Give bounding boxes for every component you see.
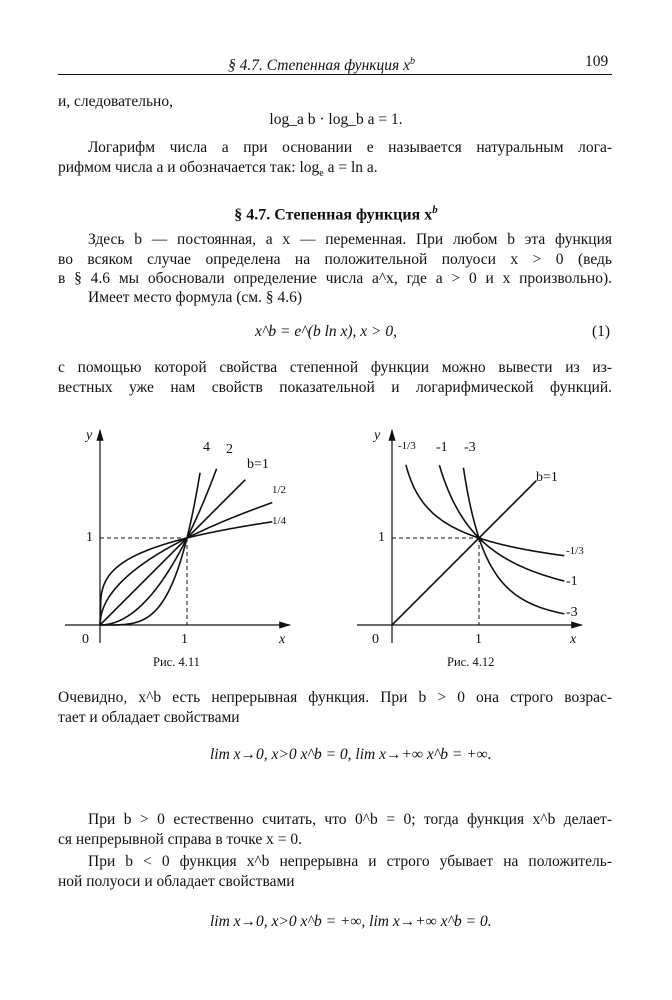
text-line: ся непрерывной справа в точке x = 0. xyxy=(58,831,303,848)
series-label: -1 xyxy=(436,440,448,455)
formula-limits-positive: lim x→0, x>0 x^b = 0, lim x→+∞ x^b = +∞. xyxy=(210,746,492,763)
tick-y-1: 1 xyxy=(86,530,93,545)
tick-y-1: 1 xyxy=(378,530,385,545)
series-label: -3 xyxy=(566,605,578,620)
curve xyxy=(100,472,201,626)
text-line: тает и обладает свойствами xyxy=(58,709,240,726)
x-axis-label: x xyxy=(279,632,286,647)
text-line: во всяком случае определена на положител… xyxy=(58,251,612,268)
text-line: в § 4.6 мы обосновали определение числа … xyxy=(58,270,612,287)
section-title: § 4.7. Степенная функция xb xyxy=(234,204,438,224)
x-axis-label: x xyxy=(570,632,577,647)
tick-x-1: 1 xyxy=(181,632,188,647)
text-line: рифмом числа a и обозначается так: loge … xyxy=(58,159,378,180)
y-axis-label: y xyxy=(86,428,93,443)
running-title: § 4.7. Степенная функция xb xyxy=(228,56,415,75)
text-line: Имеет место формула (см. § 4.6) xyxy=(88,289,302,306)
text-line: и, следовательно, xyxy=(58,93,173,110)
series-label: -3 xyxy=(464,440,476,455)
curve xyxy=(99,521,273,626)
tick-x-1: 1 xyxy=(475,632,482,647)
tick-0: 0 xyxy=(82,632,89,647)
curve xyxy=(99,479,246,626)
series-label: b=1 xyxy=(247,457,269,472)
text-line: с помощью которой свойства степенной фун… xyxy=(58,359,612,376)
text-line: Очевидно, x^b есть непрерывная функция. … xyxy=(58,689,612,706)
text-line: При b < 0 функция x^b непрерывна и строг… xyxy=(88,853,612,870)
figure-caption: Рис. 4.11 xyxy=(153,655,200,669)
series-label: 1/4 xyxy=(272,515,287,527)
text-line: Здесь b — постоянная, а x — переменная. … xyxy=(88,231,612,248)
curve xyxy=(405,464,565,557)
formula-limits-negative: lim x→0, x>0 x^b = +∞, lim x→+∞ x^b = 0. xyxy=(210,913,492,930)
curve xyxy=(100,468,218,626)
text-line: ной полуоси и обладает свойствами xyxy=(58,873,295,890)
formula-1: x^b = e^(b ln x), x > 0, xyxy=(255,323,398,340)
curve xyxy=(462,467,565,615)
header-rule xyxy=(58,74,612,75)
curve xyxy=(391,480,537,626)
curve xyxy=(99,501,273,626)
series-label: -1 xyxy=(566,574,578,589)
series-label: -1/3 xyxy=(566,545,584,557)
figure-4-12 xyxy=(357,428,584,643)
series-label: 2 xyxy=(226,442,233,457)
y-axis-label: y xyxy=(374,428,381,443)
series-label: b=1 xyxy=(536,470,558,485)
figure-4-11 xyxy=(65,428,292,643)
formula-log-identity: log_a b · log_b a = 1. xyxy=(269,111,403,128)
text-line: вестных уже нам свойств показательной и … xyxy=(58,379,612,396)
series-label: 4 xyxy=(203,440,210,455)
figure-caption: Рис. 4.12 xyxy=(447,655,495,669)
text-line: При b > 0 естественно считать, что 0^b =… xyxy=(88,811,612,828)
formula-number: (1) xyxy=(592,323,611,340)
curve xyxy=(438,464,565,582)
text-line: Логарифм числа a при основании e называе… xyxy=(88,139,612,156)
series-label: 1/2 xyxy=(272,484,287,496)
series-label: -1/3 xyxy=(398,440,416,452)
tick-0: 0 xyxy=(372,632,379,647)
page-number: 109 xyxy=(585,53,609,70)
